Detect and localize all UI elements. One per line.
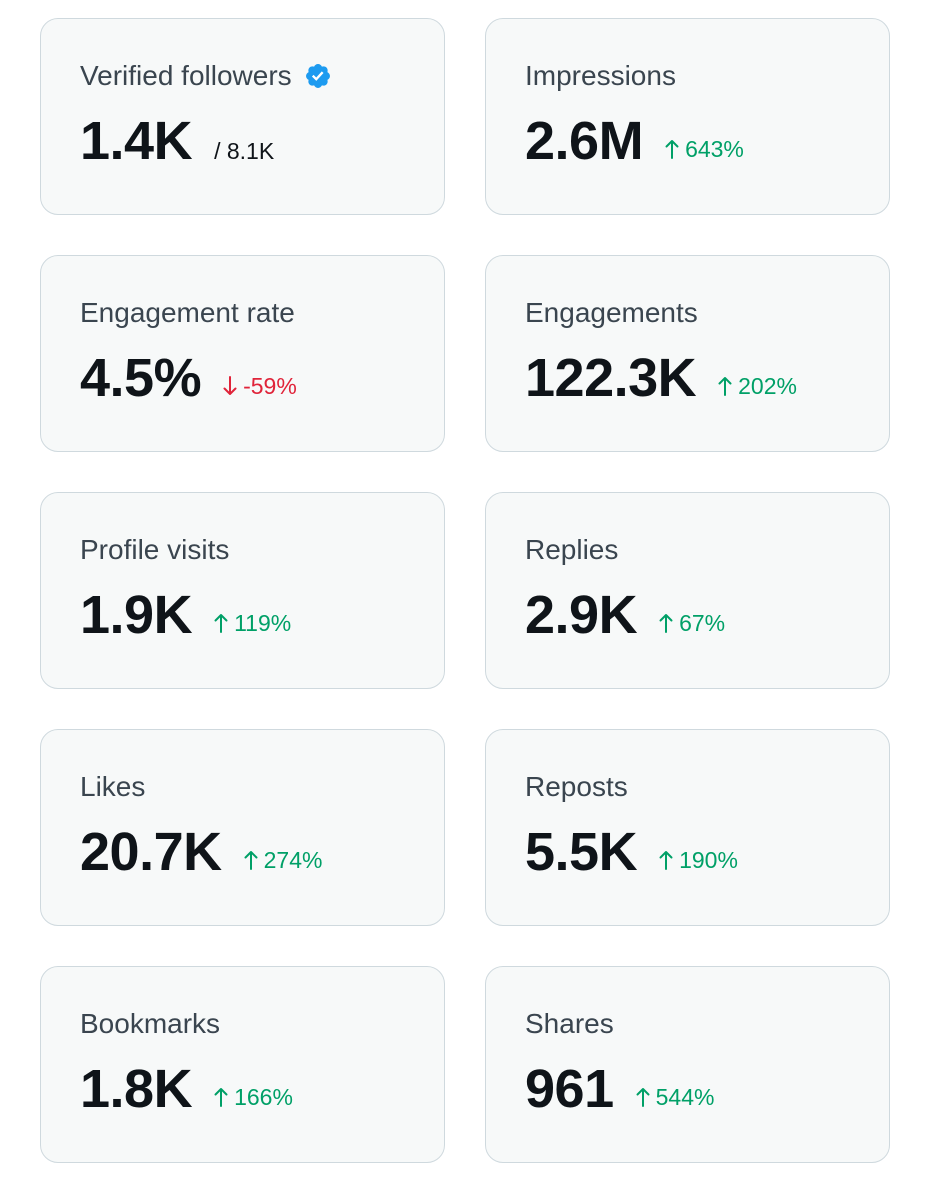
value-row: 4.5% -59% xyxy=(80,345,444,411)
change-value: 166% xyxy=(234,1083,293,1110)
card-label: Verified followers xyxy=(80,60,292,91)
change-indicator: 166% xyxy=(214,1084,293,1111)
value-row: 1.4K / 8.1K xyxy=(80,108,444,174)
change-indicator: 643% xyxy=(665,136,744,163)
card-label-row: Engagement rate xyxy=(80,295,444,331)
arrow-up-icon xyxy=(718,377,732,396)
card-label: Bookmarks xyxy=(80,1008,221,1039)
change-value: 274% xyxy=(263,846,323,873)
card-label: Impressions xyxy=(525,60,676,91)
card-value: 20.7K xyxy=(80,822,222,882)
card-value: 5.5K xyxy=(525,822,638,882)
change-indicator: 274% xyxy=(244,846,323,874)
card-value: 1.8K xyxy=(80,1059,193,1119)
change-indicator: 544% xyxy=(636,1083,715,1111)
value-row: 5.5K 190% xyxy=(525,819,889,885)
card-label: Engagements xyxy=(525,297,698,328)
change-indicator: -59% xyxy=(223,373,297,400)
card-bookmarks[interactable]: Bookmarks 1.8K 166% xyxy=(40,966,445,1163)
arrow-up-icon xyxy=(636,1088,650,1107)
card-label: Engagement rate xyxy=(80,297,295,328)
card-label-row: Reposts xyxy=(525,769,889,805)
card-label-row: Likes xyxy=(80,769,444,805)
change-indicator: 119% xyxy=(214,610,291,637)
value-row: 20.7K 274% xyxy=(80,819,444,885)
arrow-up-icon xyxy=(244,851,258,870)
card-label-row: Profile visits xyxy=(80,532,444,568)
card-label: Replies xyxy=(525,534,619,565)
card-label: Shares xyxy=(525,1008,614,1039)
card-verified-followers[interactable]: Verified followers 1.4K / 8.1K xyxy=(40,18,445,215)
card-value: 4.5% xyxy=(80,348,202,408)
value-row: 2.9K 67% xyxy=(525,582,889,648)
arrow-up-icon xyxy=(665,140,679,159)
change-value: 202% xyxy=(738,372,797,399)
arrow-up-icon xyxy=(659,851,673,870)
arrow-up-icon xyxy=(214,1088,228,1107)
change-value: 119% xyxy=(234,609,292,636)
analytics-grid: Verified followers 1.4K / 8.1K Impressio… xyxy=(40,18,890,1163)
change-indicator: 67% xyxy=(659,610,725,637)
card-total: / 8.1K xyxy=(214,138,275,164)
value-row: 2.6M 643% xyxy=(525,108,889,174)
card-value: 961 xyxy=(525,1059,614,1119)
card-reposts[interactable]: Reposts 5.5K 190% xyxy=(485,729,890,926)
card-engagements[interactable]: Engagements 122.3K 202% xyxy=(485,255,890,452)
card-value: 2.6M xyxy=(525,111,644,171)
change-indicator: 190% xyxy=(659,847,738,874)
card-label: Profile visits xyxy=(80,534,230,565)
change-value: -59% xyxy=(243,372,297,399)
card-shares[interactable]: Shares 961 544% xyxy=(485,966,890,1163)
card-likes[interactable]: Likes 20.7K 274% xyxy=(40,729,445,926)
value-row: 1.9K 119% xyxy=(80,582,444,648)
change-value: 643% xyxy=(685,135,744,162)
card-label: Reposts xyxy=(525,771,628,802)
card-engagement-rate[interactable]: Engagement rate 4.5% -59% xyxy=(40,255,445,452)
card-value: 1.4K xyxy=(80,111,193,171)
value-row: 122.3K 202% xyxy=(525,345,889,411)
card-impressions[interactable]: Impressions 2.6M 643% xyxy=(485,18,890,215)
card-value: 2.9K xyxy=(525,585,638,645)
card-replies[interactable]: Replies 2.9K 67% xyxy=(485,492,890,689)
value-row: 1.8K 166% xyxy=(80,1056,444,1122)
card-label-row: Engagements xyxy=(525,295,889,331)
card-label-row: Bookmarks xyxy=(80,1006,444,1042)
change-value: 67% xyxy=(679,609,726,636)
value-row: 961 544% xyxy=(525,1056,889,1122)
card-value: 1.9K xyxy=(80,585,193,645)
card-label-row: Shares xyxy=(525,1006,889,1042)
arrow-up-icon xyxy=(659,614,673,633)
card-profile-visits[interactable]: Profile visits 1.9K 119% xyxy=(40,492,445,689)
card-value: 122.3K xyxy=(525,348,697,408)
arrow-down-icon xyxy=(223,376,237,395)
card-label: Likes xyxy=(80,771,146,802)
change-indicator: 202% xyxy=(718,373,797,400)
change-value: 190% xyxy=(679,846,738,873)
card-label-row: Impressions xyxy=(525,58,889,94)
card-label-row: Replies xyxy=(525,532,889,568)
verified-badge-icon xyxy=(305,64,330,88)
change-value: 544% xyxy=(655,1083,715,1110)
card-label-row: Verified followers xyxy=(80,58,444,94)
arrow-up-icon xyxy=(214,614,228,633)
